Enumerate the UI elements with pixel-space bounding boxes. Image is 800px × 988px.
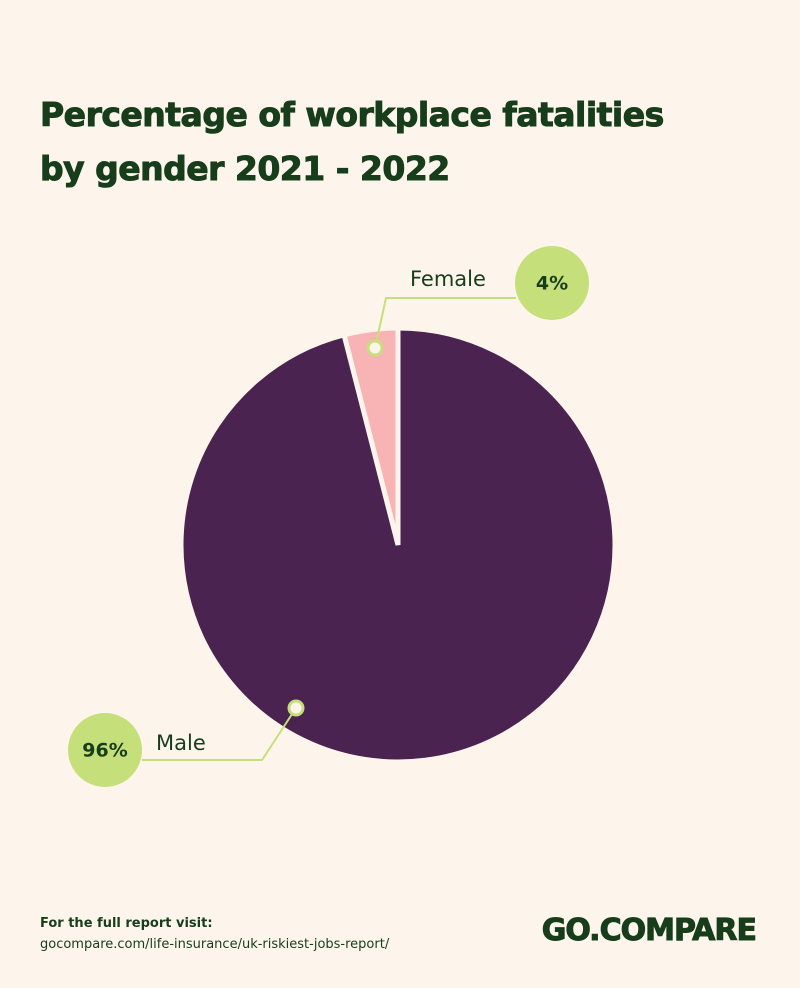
value-label: 4% bbox=[536, 273, 568, 295]
footer-note: For the full report visit: bbox=[40, 916, 213, 931]
leader-dot bbox=[366, 339, 384, 357]
leader-line bbox=[374, 297, 516, 349]
footer-url: gocompare.com/life-insurance/uk-riskiest… bbox=[40, 937, 390, 952]
chart: 96% Male 4% Female bbox=[68, 246, 618, 787]
category-label: Male bbox=[156, 731, 206, 755]
value-badge bbox=[515, 246, 589, 320]
pie-slice bbox=[178, 325, 618, 765]
value-badge bbox=[68, 713, 142, 787]
logo: GO.COMPARE bbox=[541, 913, 757, 949]
leader-dot bbox=[287, 699, 305, 717]
chart-title: Percentage of workplace fatalities by ge… bbox=[40, 95, 665, 189]
value-label: 96% bbox=[82, 740, 127, 762]
category-label: Female bbox=[410, 267, 486, 291]
leader-line bbox=[142, 707, 297, 761]
